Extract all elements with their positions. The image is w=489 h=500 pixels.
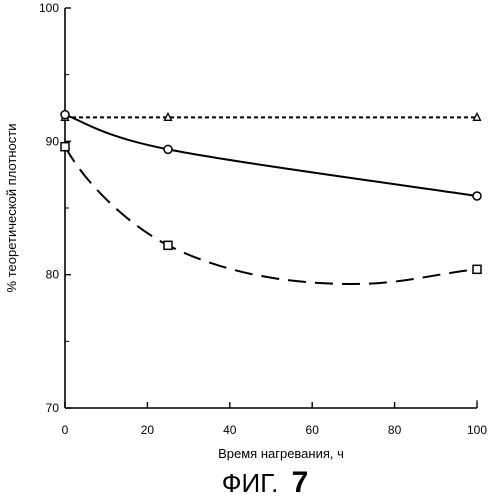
x-tick-label: 20 bbox=[141, 423, 155, 437]
x-axis-label: Время нагревания, ч bbox=[218, 446, 344, 461]
y-axis-label: % теоретической плотности bbox=[4, 124, 19, 293]
triangle-data-point bbox=[163, 111, 173, 121]
x-tick-label: 40 bbox=[223, 423, 237, 437]
x-tick-label: 80 bbox=[388, 423, 402, 437]
square-series-line bbox=[64, 146, 478, 286]
square-data-point bbox=[163, 240, 173, 251]
x-tick-label: 60 bbox=[306, 423, 320, 437]
x-tick-label: 0 bbox=[62, 423, 69, 437]
x-axis-ticks: 0 20 40 60 80 100 bbox=[62, 402, 487, 437]
y-tick-label: 70 bbox=[46, 401, 60, 415]
circle-data-point bbox=[163, 144, 173, 155]
x-tick-label: 100 bbox=[467, 423, 487, 437]
triangle-data-point bbox=[472, 111, 482, 121]
circle-series-line bbox=[64, 113, 478, 197]
figure-caption-number: 7 bbox=[292, 466, 309, 499]
square-data-point bbox=[60, 141, 70, 152]
plot-frame bbox=[64, 8, 478, 409]
y-tick-label: 90 bbox=[46, 134, 60, 148]
y-tick-label: 100 bbox=[39, 1, 59, 15]
series-layer bbox=[60, 109, 482, 286]
circle-data-point bbox=[60, 109, 70, 120]
square-data-point bbox=[472, 264, 482, 275]
circle-data-point bbox=[472, 191, 482, 201]
figure-caption-text: ФИГ. bbox=[222, 468, 279, 498]
y-axis-ticks: 70 80 90 100 bbox=[39, 1, 71, 415]
figure-caption: ФИГ. 7 bbox=[222, 466, 309, 499]
y-tick-label: 80 bbox=[46, 268, 60, 282]
